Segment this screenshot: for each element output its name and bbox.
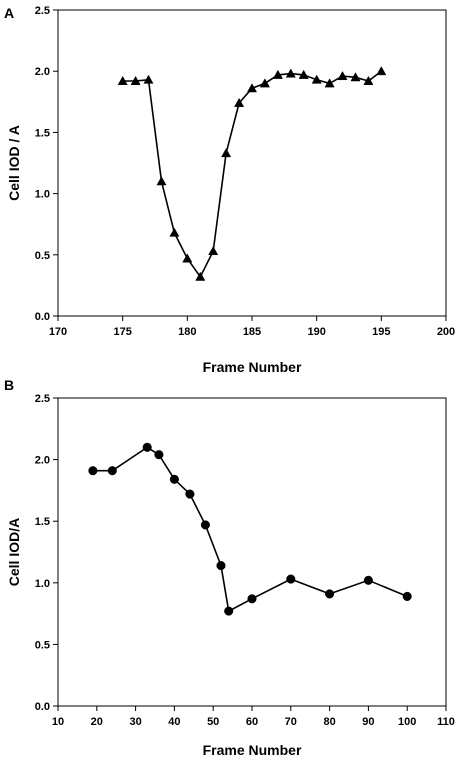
x-tick-label: 185 [243,326,261,338]
data-point-triangle [350,72,361,82]
y-tick-label: 1.0 [35,189,50,201]
x-axis-title: Frame Number [203,359,302,375]
data-point-circle [88,466,98,476]
x-tick-label: 10 [52,716,64,728]
x-tick-label: 40 [168,716,180,728]
x-tick-label: 80 [323,716,335,728]
data-point-triangle [272,69,283,79]
y-tick-label: 2.0 [35,66,50,78]
x-tick-label: 170 [49,326,67,338]
y-tick-label: 0.0 [35,701,50,713]
series-line [92,446,408,613]
y-tick-label: 2.5 [35,5,50,17]
data-point-circle [169,474,179,484]
x-tick-label: 50 [207,716,219,728]
data-point-circle [402,591,412,601]
panel-b: B 0.0 0.5 1.0 1.5 2.0 2.5 10 20 30 40 50 60 70 80 90 100… [4,377,455,758]
data-point-triangle [376,66,387,76]
data-point-triangle [234,97,245,107]
data-point-circle [363,575,373,585]
x-tick-label: 175 [113,326,131,338]
data-point-triangle [221,148,232,158]
data-point-circle [107,466,117,476]
x-tick-label: 190 [307,326,325,338]
data-point-triangle [195,271,206,281]
panel-a: A 0.0 0.5 1.0 1.5 2.0 2.5 170 175 180 185 190 195 200… [4,5,455,375]
data-point-triangle [337,70,348,81]
data-point-circle [325,589,335,599]
data-point-triangle [143,74,154,84]
data-point-triangle [259,78,270,88]
data-point-triangle [130,75,141,85]
plot-frame [57,397,447,707]
series-line [122,70,382,279]
data-point-triangle [324,78,335,88]
data-point-circle [247,594,257,604]
data-point-triangle [311,74,322,84]
y-tick-label: 1.5 [35,516,50,528]
y-tick-label: 1.0 [35,578,50,590]
data-point-circle [216,561,226,571]
plot-frame [57,9,447,317]
data-point-circle [286,574,296,584]
data-point-circle [154,450,164,460]
data-point-triangle [208,245,219,256]
data-point-triangle [363,75,374,85]
x-tick-label: 100 [398,716,416,728]
y-axis-title: Cell IOD / A [6,125,22,201]
data-point-circle [185,489,195,499]
data-point-triangle [246,83,258,93]
data-point-triangle [285,68,296,78]
x-tick-label: 200 [437,326,455,338]
y-tick-label: 2.5 [35,393,50,405]
x-tick-label: 60 [246,716,258,728]
data-point-circle [200,520,210,530]
x-tick-label: 20 [91,716,103,728]
x-tick-label: 30 [129,716,141,728]
x-tick-label: 110 [437,716,455,728]
y-axis-title: Cell IOD/A [6,518,22,586]
data-point-circle [142,442,152,452]
data-point-triangle [298,69,309,79]
x-tick-label: 90 [362,716,374,728]
data-point-triangle [182,253,193,263]
panel-letter: A [4,5,14,21]
y-tick-label: 2.0 [35,455,50,467]
x-tick-label: 70 [285,716,297,728]
panel-letter: B [4,377,14,393]
y-tick-label: 0.0 [35,311,50,323]
y-tick-label: 0.5 [35,639,50,651]
y-tick-label: 0.5 [35,250,50,262]
x-axis-title: Frame Number [203,742,302,758]
data-point-triangle [156,176,167,186]
data-point-triangle [169,227,180,237]
data-point-triangle [117,75,128,85]
y-tick-label: 1.5 [35,127,50,139]
x-tick-label: 180 [178,326,196,338]
data-point-circle [224,606,234,616]
x-tick-label: 195 [372,326,390,338]
